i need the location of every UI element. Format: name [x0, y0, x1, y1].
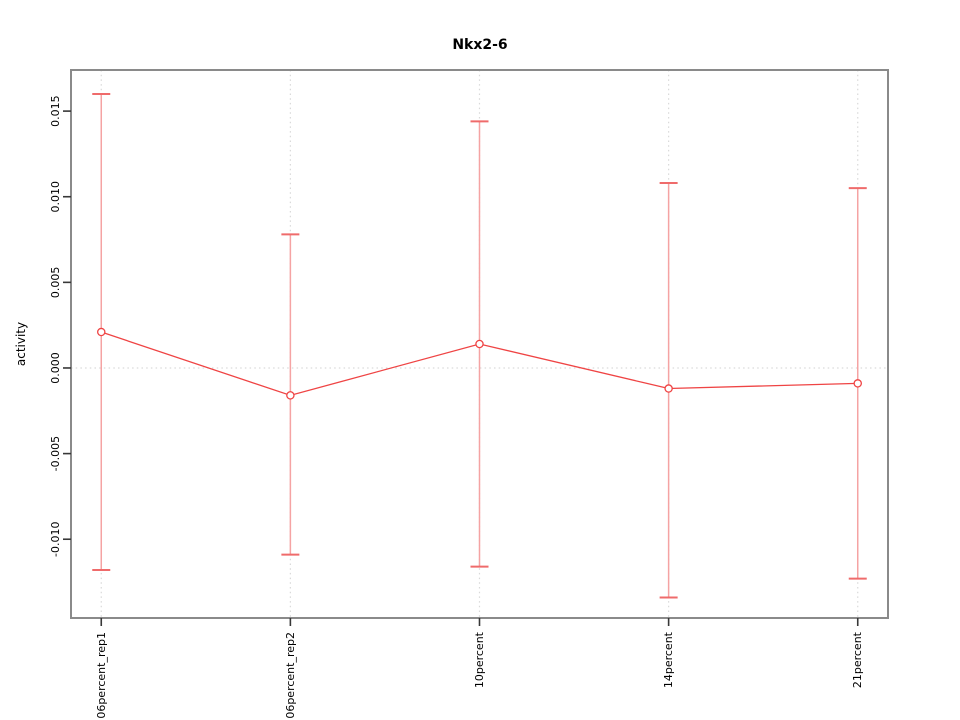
x-tick-label: 06percent_rep1 — [95, 632, 108, 719]
x-tick-label: 14percent — [662, 631, 675, 688]
x-tick-label: 21percent — [851, 631, 864, 688]
y-tick-label: 0.005 — [49, 267, 62, 299]
y-tick-label: 0.010 — [49, 181, 62, 213]
y-axis-label: activity — [14, 322, 28, 366]
x-tick-label: 10percent — [473, 631, 486, 688]
data-point — [97, 327, 106, 337]
axes: -0.010 -0.005 0.000 0.005 0.010 0.015 06percen… — [49, 95, 864, 718]
y-tick-label: 0.015 — [49, 95, 62, 127]
y-tick-label: 0.000 — [49, 352, 62, 384]
data-point — [475, 339, 484, 349]
data-point — [664, 384, 673, 393]
data-point — [853, 379, 862, 388]
chart-title: Nkx2-6 — [452, 37, 507, 53]
data-series — [97, 327, 862, 400]
y-tick-label: -0.005 — [49, 436, 62, 471]
data-point — [286, 391, 295, 400]
y-tick-label: -0.010 — [49, 521, 62, 556]
x-tick-label: 06percent_rep2 — [284, 632, 297, 719]
